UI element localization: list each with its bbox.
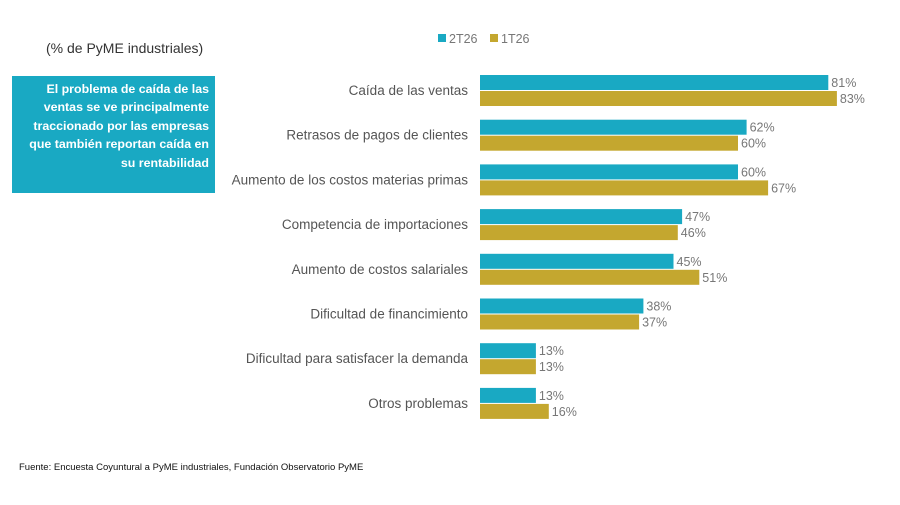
data-label-2t26-3: 47% [685,210,710,224]
category-label: Dificultad de financimiento [310,307,468,322]
bar-2t26-4 [480,253,674,269]
data-label-1t26-0: 83% [840,92,865,106]
chart-subtitle: (% de PyME industriales) [46,40,204,56]
bar-2t26-1 [480,119,747,135]
category-label: Aumento de los costos materias primas [232,172,469,187]
data-label-2t26-7: 13% [539,389,564,403]
data-label-2t26-2: 60% [741,165,766,179]
legend-swatch-1t26 [490,34,498,42]
category-label: Competencia de importaciones [282,217,468,232]
bar-1t26-1 [480,135,738,151]
category-label: Aumento de costos salariales [292,262,469,277]
data-label-2t26-4: 45% [677,255,702,269]
bar-2t26-6 [480,343,536,359]
data-label-1t26-4: 51% [702,271,727,285]
bar-2t26-0 [480,75,829,90]
data-label-2t26-1: 62% [750,121,775,135]
bar-1t26-3 [480,225,678,241]
data-label-1t26-6: 13% [539,360,564,374]
data-label-1t26-2: 67% [771,181,796,195]
bar-1t26-5 [480,314,640,330]
bar-1t26-0 [480,91,837,106]
legend-label-1t26: 1T26 [501,32,530,46]
bar-1t26-7 [480,403,549,419]
bar-2t26-7 [480,387,536,403]
source-note: Fuente: Encuesta Coyuntural a PyME indus… [19,462,364,473]
category-label: Dificultad para satisfacer la demanda [246,351,469,366]
category-label: Retrasos de pagos de clientes [286,128,468,143]
data-label-1t26-5: 37% [642,316,667,330]
category-label: Caída de las ventas [349,83,469,98]
bar-2t26-3 [480,209,683,225]
bar-2t26-2 [480,164,738,180]
legend-swatch-2t26 [438,34,446,42]
bar-2t26-5 [480,298,644,314]
data-label-2t26-6: 13% [539,344,564,358]
legend: 2T26 1T26 [438,32,530,46]
bar-1t26-2 [480,180,769,196]
callout-box: El problema de caída de las ventas se ve… [12,76,215,193]
data-label-1t26-1: 60% [741,137,766,151]
category-label: Otros problemas [368,396,468,411]
data-label-1t26-3: 46% [681,226,706,240]
bars: Caída de las ventas 81% 83% Retrasos de pag… [232,75,865,419]
data-label-2t26-0: 81% [831,76,856,90]
bar-1t26-6 [480,359,536,375]
bar-1t26-4 [480,269,700,285]
data-label-1t26-7: 16% [552,405,577,419]
legend-label-2t26: 2T26 [449,32,478,46]
data-label-2t26-5: 38% [646,300,671,314]
